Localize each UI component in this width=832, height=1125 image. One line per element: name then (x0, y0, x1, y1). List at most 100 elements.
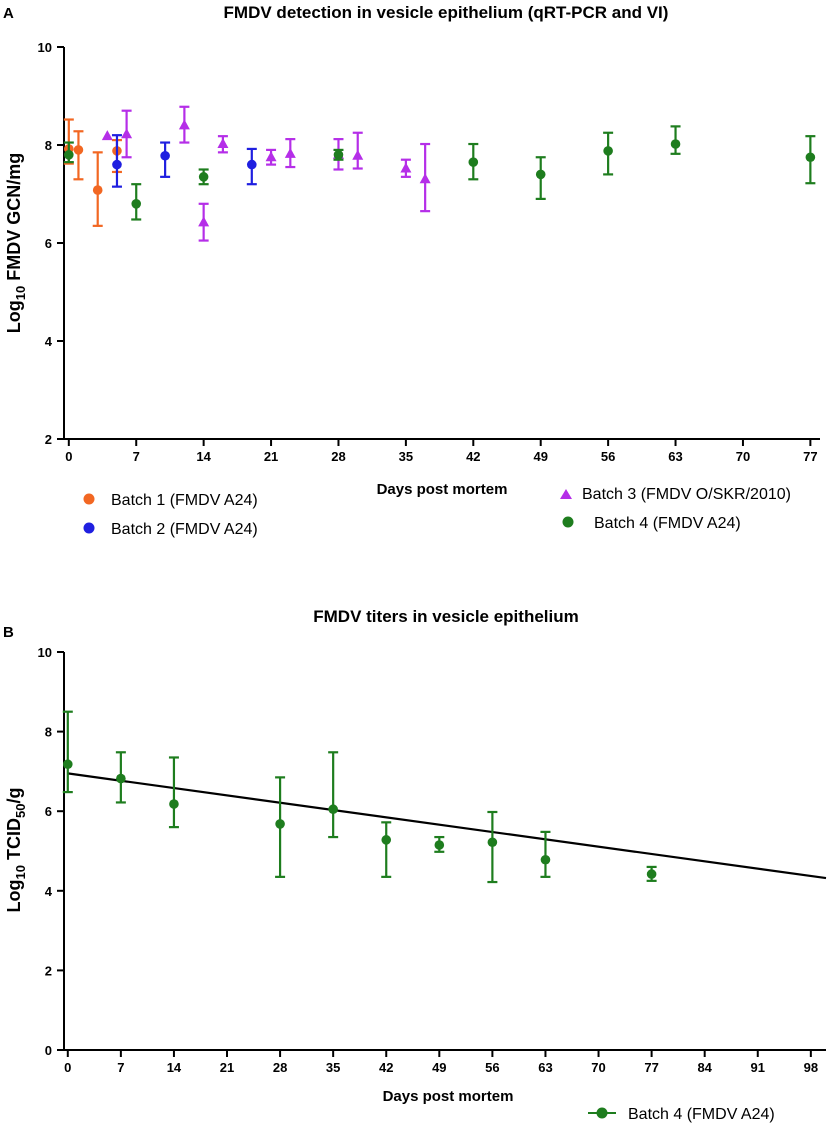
data-point (540, 854, 551, 865)
data-point (121, 128, 133, 139)
panel-a-x-tick-label: 70 (736, 449, 750, 464)
panel-b-letter: B (3, 624, 14, 641)
panel-b-y-tick-label: 8 (45, 725, 52, 740)
panel-b-x-tick-label: 0 (64, 1060, 71, 1075)
data-point (603, 146, 613, 156)
panel-a-x-tick-label: 14 (196, 449, 211, 464)
data-point (101, 130, 113, 141)
panel-b-title: FMDV titers in vesicle epithelium (313, 607, 578, 626)
panel-a-x-tick-label: 28 (331, 449, 345, 464)
data-point (434, 840, 445, 850)
panel-b: B FMDV titers in vesicle epithelium 0 2 4 6… (3, 607, 827, 1123)
panel-b-y-tick-label: 4 (45, 884, 53, 899)
panel-a-x-tick-label: 21 (264, 449, 278, 464)
data-point (198, 216, 210, 227)
panel-a-y-tick-label: 10 (38, 40, 52, 55)
data-point (381, 835, 392, 845)
panel-b-x-tick-label: 28 (273, 1060, 287, 1075)
panel-b-x-tick-label: 98 (804, 1060, 818, 1075)
panel-b-legend: Batch 4 (FMDV A24) (588, 1106, 775, 1123)
data-point (112, 159, 122, 170)
data-point (198, 172, 209, 182)
panel-b-x-tick-label: 35 (326, 1060, 340, 1075)
data-point (805, 152, 816, 163)
data-point (487, 837, 498, 848)
data-point (62, 759, 73, 770)
panel-a-legend: Batch 1 (FMDV A24) Batch 2 (FMDV A24) Ba… (83, 486, 791, 538)
data-point (670, 139, 681, 149)
panel-b-x-tick-label: 42 (379, 1060, 393, 1075)
legend-label-batch-2: Batch 2 (FMDV A24) (111, 521, 258, 538)
legend-label-batch-1: Batch 1 (FMDV A24) (111, 492, 258, 509)
data-point (535, 169, 546, 180)
panel-b-x-tick-label: 84 (697, 1060, 712, 1075)
legend-label-batch-4: Batch 4 (FMDV A24) (594, 515, 741, 532)
panel-a-letter: A (3, 5, 14, 22)
legend-marker-batch-3 (560, 489, 572, 499)
data-point (246, 159, 257, 170)
panel-a-x-tick-label: 0 (65, 449, 72, 464)
panel-a-y-tick-label: 2 (45, 432, 52, 447)
panel-a-x-tick-label: 77 (803, 449, 817, 464)
data-point (73, 145, 84, 155)
data-point (400, 162, 412, 173)
data-point (646, 869, 657, 879)
panel-b-x-tick-label: 77 (644, 1060, 658, 1075)
panel-b-x-tick-label: 91 (751, 1060, 765, 1075)
data-point (284, 147, 296, 158)
panel-b-regression-line (67, 772, 827, 880)
panel-b-x-tick-label: 7 (117, 1060, 124, 1075)
panel-a-x-tick-label: 63 (668, 449, 682, 464)
data-point (131, 199, 142, 209)
panel-b-x-tick-label: 56 (485, 1060, 499, 1075)
data-point (265, 151, 277, 162)
panel-a-y-axis-label: Log10 FMDV GCN/mg (4, 153, 28, 333)
data-point (116, 773, 126, 784)
data-point (328, 804, 338, 815)
panel-a-series-3 (101, 105, 431, 242)
data-point (419, 173, 431, 184)
panel-a-x-axis-label: Days post mortem (377, 481, 508, 498)
panel-b-series-1 (62, 710, 657, 884)
panel-b-y-tick-label: 2 (45, 963, 52, 978)
panel-a-x-tick-label: 56 (601, 449, 615, 464)
panel-a-x-tick-label: 42 (466, 449, 480, 464)
legend-marker-batch-4-b (596, 1107, 608, 1119)
legend-item-batch-2: Batch 2 (FMDV A24) (83, 521, 258, 538)
panel-a: A FMDV detection in vesicle epithelium (… (3, 3, 820, 538)
panel-a-y-tick-label: 8 (45, 138, 52, 153)
data-point (333, 150, 344, 160)
panel-a-y-tick-label: 4 (45, 334, 53, 349)
data-point (275, 819, 285, 829)
panel-a-x-tick-label: 49 (533, 449, 547, 464)
panel-b-x-tick-label: 21 (220, 1060, 234, 1075)
legend-item-batch-1: Batch 1 (FMDV A24) (83, 492, 258, 509)
legend-label-batch-3: Batch 3 (FMDV O/SKR/2010) (582, 486, 791, 503)
panel-b-x-tick-label: 14 (167, 1060, 182, 1075)
data-point (468, 157, 479, 167)
panel-a-x-tick-label: 35 (399, 449, 413, 464)
data-point (92, 185, 103, 195)
legend-item-batch-3: Batch 3 (FMDV O/SKR/2010) (560, 486, 791, 503)
panel-a-x-tick-label: 7 (133, 449, 140, 464)
legend-item-batch-4: Batch 4 (FMDV A24) (562, 515, 741, 532)
data-point (217, 138, 229, 149)
data-point (160, 150, 170, 161)
legend-marker-batch-4 (562, 516, 574, 528)
legend-marker-batch-1 (83, 493, 95, 505)
panel-b-x-axis-label: Days post mortem (383, 1088, 514, 1105)
panel-a-series-2 (111, 134, 257, 188)
panel-b-x-tick-label: 63 (538, 1060, 552, 1075)
panel-b-y-axis-label: Log10 TCID50/g (4, 788, 28, 913)
panel-b-y-tick-label: 10 (38, 645, 52, 660)
panel-a-series-4 (63, 125, 816, 221)
panel-a-plot-area: 2 4 6 8 10 0 7 14 21 28 35 42 49 56 63 70 77 (38, 40, 820, 464)
data-point (64, 150, 74, 160)
panel-b-x-tick-label: 70 (591, 1060, 605, 1075)
panel-b-y-tick-label: 0 (45, 1043, 52, 1058)
legend-label-batch-4-b: Batch 4 (FMDV A24) (628, 1106, 775, 1123)
data-point (178, 119, 190, 130)
data-point (169, 799, 179, 809)
panel-a-title: FMDV detection in vesicle epithelium (qR… (224, 3, 669, 22)
